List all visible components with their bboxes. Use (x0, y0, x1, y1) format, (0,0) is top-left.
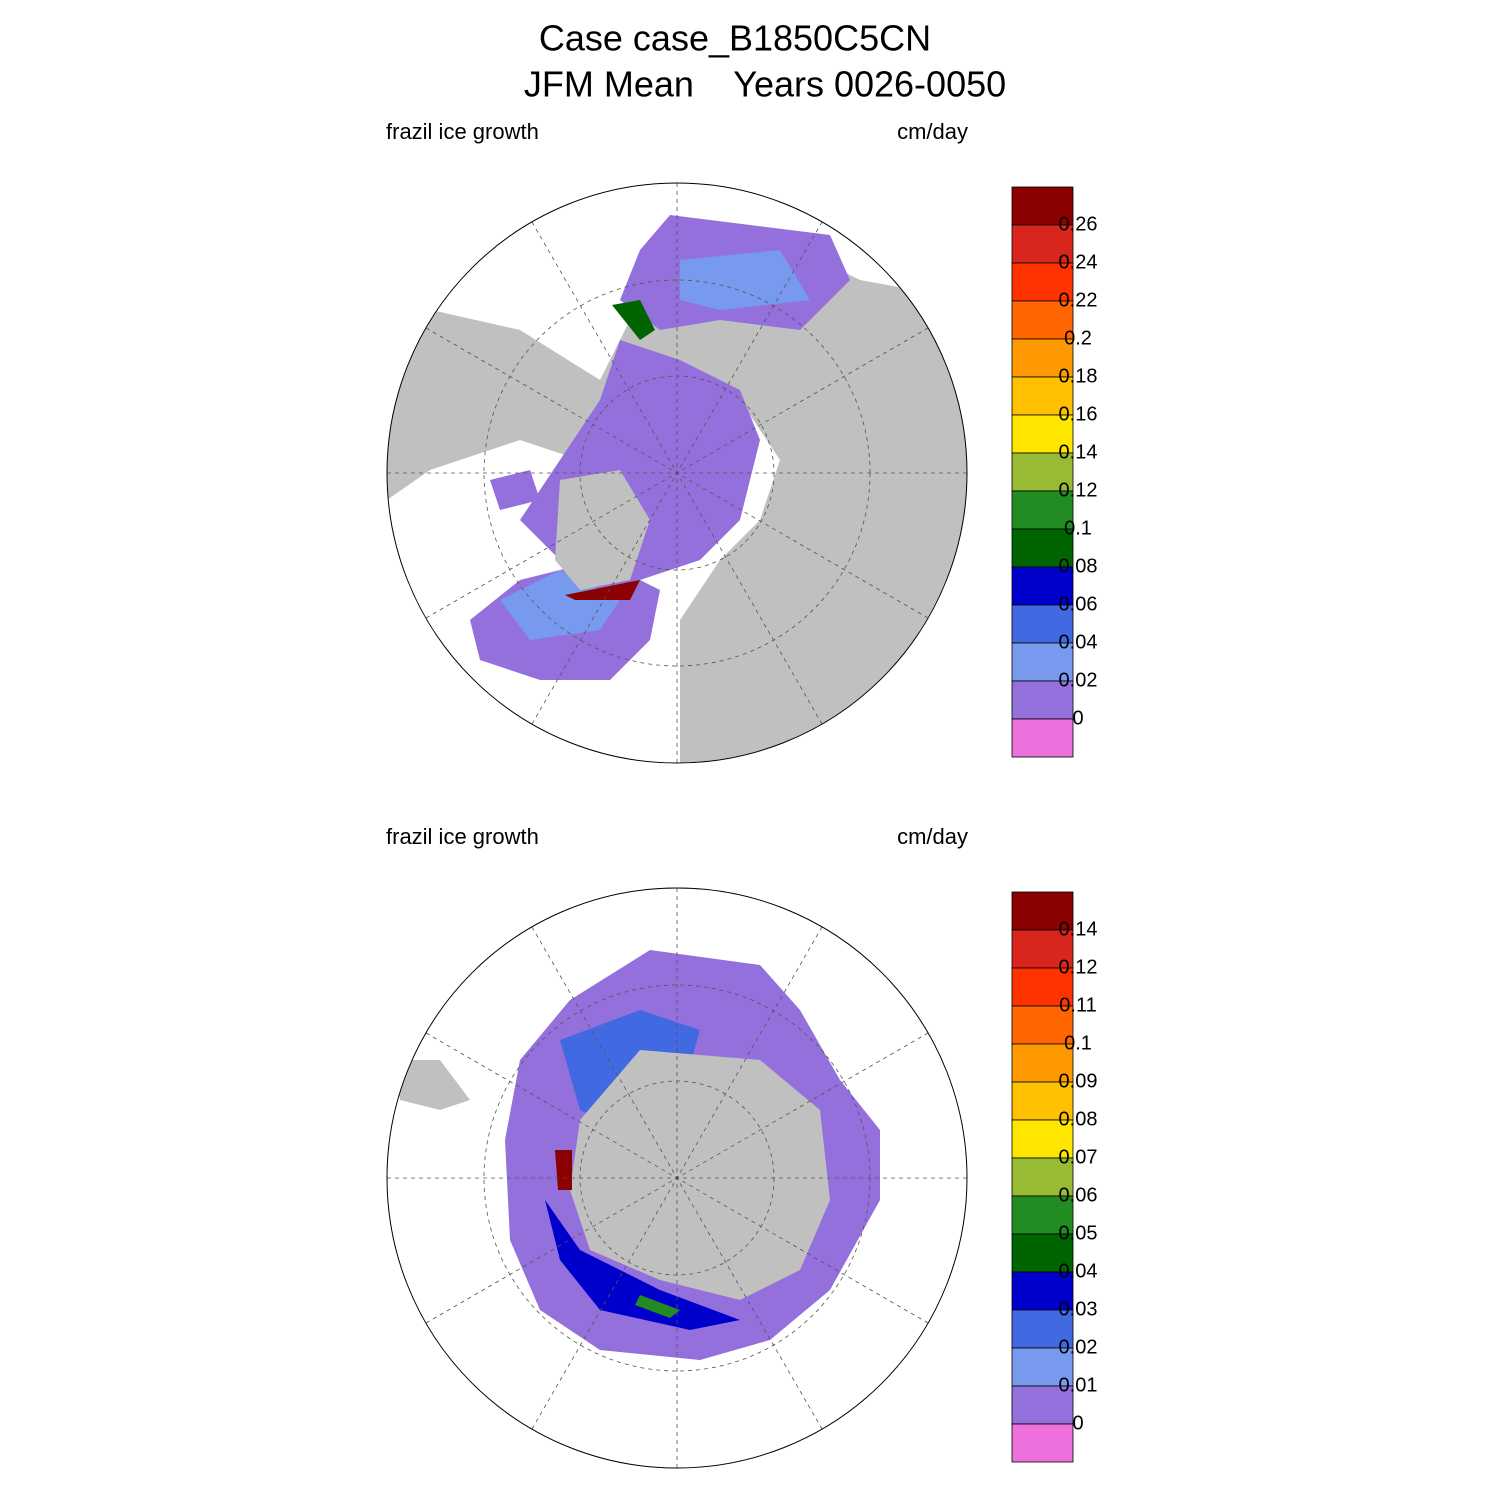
colorbar-label: 0.02 (1059, 1336, 1098, 1358)
colorbar-label: 0.05 (1059, 1222, 1098, 1244)
colorbar-label: 0.04 (1059, 1260, 1098, 1282)
colorbar-box (1011, 376, 1074, 416)
colorbar-label: 0.22 (1059, 289, 1098, 311)
colorbar-label: 0.12 (1059, 956, 1098, 978)
colorbar-box (1011, 452, 1074, 492)
colorbar-box (1011, 1271, 1074, 1311)
colorbar-label: 0.08 (1059, 555, 1098, 577)
colorbar-label: 0.12 (1059, 479, 1098, 501)
colorbar-label: 0.18 (1059, 365, 1098, 387)
units-label: cm/day (897, 824, 968, 849)
map-border (386, 887, 968, 1469)
colorbar-label: 0.09 (1059, 1070, 1098, 1092)
graticule (387, 888, 967, 1468)
colorbar-label: 0.24 (1059, 251, 1098, 273)
colorbar-label: 0.01 (1059, 1374, 1098, 1396)
colorbar-box (1011, 642, 1074, 682)
graticule (387, 183, 967, 763)
panel-label: frazil ice growth (386, 119, 539, 144)
colorbar-box (1011, 1081, 1074, 1121)
colorbar-label: 0.14 (1059, 918, 1098, 940)
colorbar-label: 0.06 (1059, 593, 1098, 615)
colorbar-box (1011, 1233, 1074, 1273)
colorbar-label: 0.1 (1064, 517, 1092, 539)
colorbar-box (1011, 680, 1074, 720)
colorbar-label: 0.1 (1064, 1032, 1092, 1054)
map-border (386, 182, 968, 764)
colorbar-label: 0.06 (1059, 1184, 1098, 1206)
colorbar-label: 0.16 (1059, 403, 1098, 425)
colorbar-box (1011, 1423, 1074, 1463)
colorbar-label: 0 (1072, 707, 1083, 729)
colorbar-box (1011, 186, 1074, 226)
colorbar-box (1011, 929, 1074, 969)
colorbar-label: 0.07 (1059, 1146, 1098, 1168)
colorbar-box (1011, 718, 1074, 758)
antarctic-map (387, 888, 967, 1468)
colorbar-box (1011, 604, 1074, 644)
colorbar-box (1011, 1195, 1074, 1235)
colorbar-label: 0.02 (1059, 669, 1098, 691)
colorbar-label: 0.04 (1059, 631, 1098, 653)
colorbar-box (1011, 338, 1074, 378)
colorbar-label: 0.03 (1059, 1298, 1098, 1320)
colorbar-box (1011, 566, 1074, 606)
colorbar-label: 0 (1072, 1412, 1083, 1434)
colorbar-box (1011, 1043, 1074, 1083)
colorbar-box (1011, 528, 1074, 568)
colorbar-box (1011, 1119, 1074, 1159)
colorbar-label: 0.26 (1059, 213, 1098, 235)
colorbar-box (1011, 1157, 1074, 1197)
colorbar-box (1011, 300, 1074, 340)
panel-label: frazil ice growth (386, 824, 539, 849)
colorbar-box (1011, 262, 1074, 302)
colorbar-label: 0.11 (1059, 994, 1096, 1016)
colorbar-box (1011, 1385, 1074, 1425)
colorbar-box (1011, 891, 1074, 931)
colorbar-label: 0.08 (1059, 1108, 1098, 1130)
colorbar-box (1011, 224, 1074, 264)
title-line: Case case_B1850C5CN (539, 18, 931, 59)
colorbar-box (1011, 1005, 1074, 1045)
units-label: cm/day (897, 119, 968, 144)
colorbar-box (1011, 490, 1074, 530)
colorbar-label: 0.14 (1059, 441, 1098, 463)
colorbar-box (1011, 414, 1074, 454)
colorbar-label: 0.2 (1064, 327, 1092, 349)
title-line: JFM Mean Years 0026-0050 (524, 64, 1006, 105)
